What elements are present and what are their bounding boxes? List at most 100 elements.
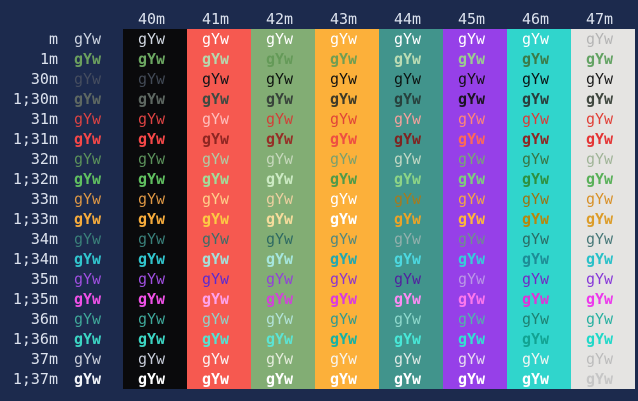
cell-1m-46m: gYw bbox=[507, 49, 571, 69]
cell-36m-45m: gYw bbox=[443, 309, 507, 329]
cell-1-36m-46m: gYw bbox=[507, 329, 571, 349]
column-header-41m: 41m bbox=[201, 10, 230, 28]
cell-34m-43m: gYw bbox=[315, 229, 379, 249]
cell-1-31m-47m: gYw bbox=[571, 129, 635, 149]
row-label-1-31m: 1;31m bbox=[12, 130, 58, 148]
cell-1m-40m: gYw bbox=[123, 49, 187, 69]
cell-33m-46m: gYw bbox=[507, 189, 571, 209]
cell-1-36m-40m: gYw bbox=[123, 329, 187, 349]
row-label-1-33m: 1;33m bbox=[12, 210, 58, 228]
row-label-34m: 34m bbox=[30, 230, 58, 248]
cell-32m-47m: gYw bbox=[571, 149, 635, 169]
cell-35m-46m: gYw bbox=[507, 269, 571, 289]
cell-30m-47m: gYw bbox=[571, 69, 635, 89]
cell-m-default: gYw bbox=[73, 30, 102, 48]
cell-31m-42m: gYw bbox=[251, 109, 315, 129]
cell-37m-default: gYw bbox=[73, 350, 102, 368]
cell-33m-44m: gYw bbox=[379, 189, 443, 209]
cell-1-34m-45m: gYw bbox=[443, 249, 507, 269]
cell-34m-default: gYw bbox=[73, 230, 102, 248]
cell-m-44m: gYw bbox=[379, 29, 443, 49]
cell-1-31m-40m: gYw bbox=[123, 129, 187, 149]
cell-m-46m: gYw bbox=[507, 29, 571, 49]
cell-1-30m-42m: gYw bbox=[251, 89, 315, 109]
column-header-45m: 45m bbox=[457, 10, 486, 28]
column-header-46m: 46m bbox=[521, 10, 550, 28]
cell-1-37m-40m: gYw bbox=[123, 369, 187, 389]
cell-31m-45m: gYw bbox=[443, 109, 507, 129]
cell-1-36m-45m: gYw bbox=[443, 329, 507, 349]
cell-35m-40m: gYw bbox=[123, 269, 187, 289]
cell-33m-43m: gYw bbox=[315, 189, 379, 209]
row-label-36m: 36m bbox=[30, 310, 58, 328]
cell-1-36m-44m: gYw bbox=[379, 329, 443, 349]
cell-1-34m-40m: gYw bbox=[123, 249, 187, 269]
row-label-1-32m: 1;32m bbox=[12, 170, 58, 188]
row-label-m: m bbox=[48, 30, 58, 48]
cell-36m-44m: gYw bbox=[379, 309, 443, 329]
cell-37m-44m: gYw bbox=[379, 349, 443, 369]
cell-1m-47m: gYw bbox=[571, 49, 635, 69]
cell-36m-default: gYw bbox=[73, 310, 102, 328]
cell-33m-45m: gYw bbox=[443, 189, 507, 209]
cell-1-34m-42m: gYw bbox=[251, 249, 315, 269]
cell-m-45m: gYw bbox=[443, 29, 507, 49]
cell-30m-46m: gYw bbox=[507, 69, 571, 89]
cell-36m-42m: gYw bbox=[251, 309, 315, 329]
cell-1-31m-44m: gYw bbox=[379, 129, 443, 149]
cell-m-43m: gYw bbox=[315, 29, 379, 49]
row-label-32m: 32m bbox=[30, 150, 58, 168]
cell-1-31m-42m: gYw bbox=[251, 129, 315, 149]
cell-1-33m-41m: gYw bbox=[187, 209, 251, 229]
cell-34m-47m: gYw bbox=[571, 229, 635, 249]
cell-36m-41m: gYw bbox=[187, 309, 251, 329]
cell-1m-41m: gYw bbox=[187, 49, 251, 69]
cell-1-33m-40m: gYw bbox=[123, 209, 187, 229]
cell-1-36m-43m: gYw bbox=[315, 329, 379, 349]
cell-1-32m-42m: gYw bbox=[251, 169, 315, 189]
cell-31m-46m: gYw bbox=[507, 109, 571, 129]
cell-35m-45m: gYw bbox=[443, 269, 507, 289]
cell-1-35m-47m: gYw bbox=[571, 289, 635, 309]
cell-31m-43m: gYw bbox=[315, 109, 379, 129]
cell-1-33m-44m: gYw bbox=[379, 209, 443, 229]
cell-34m-40m: gYw bbox=[123, 229, 187, 249]
cell-1-31m-45m: gYw bbox=[443, 129, 507, 149]
ansi-color-grid: 40m 41m 42m 43m 44m 45m 46m 47m m gYw gYw gYw gYw gYw… bbox=[0, 10, 635, 389]
cell-1-34m-default: gYw bbox=[73, 250, 102, 268]
cell-m-42m: gYw bbox=[251, 29, 315, 49]
cell-33m-default: gYw bbox=[73, 190, 102, 208]
cell-37m-42m: gYw bbox=[251, 349, 315, 369]
cell-1-33m-45m: gYw bbox=[443, 209, 507, 229]
cell-1-37m-default: gYw bbox=[73, 370, 102, 388]
cell-1-32m-46m: gYw bbox=[507, 169, 571, 189]
cell-36m-43m: gYw bbox=[315, 309, 379, 329]
cell-1-30m-43m: gYw bbox=[315, 89, 379, 109]
row-label-35m: 35m bbox=[30, 270, 58, 288]
cell-1-30m-41m: gYw bbox=[187, 89, 251, 109]
cell-1-34m-46m: gYw bbox=[507, 249, 571, 269]
column-header-42m: 42m bbox=[265, 10, 294, 28]
cell-32m-40m: gYw bbox=[123, 149, 187, 169]
cell-1-35m-40m: gYw bbox=[123, 289, 187, 309]
cell-33m-40m: gYw bbox=[123, 189, 187, 209]
cell-36m-40m: gYw bbox=[123, 309, 187, 329]
cell-1-36m-41m: gYw bbox=[187, 329, 251, 349]
cell-1-30m-40m: gYw bbox=[123, 89, 187, 109]
row-label-1-37m: 1;37m bbox=[12, 370, 58, 388]
cell-32m-41m: gYw bbox=[187, 149, 251, 169]
cell-1-31m-46m: gYw bbox=[507, 129, 571, 149]
row-label-1-35m: 1;35m bbox=[12, 290, 58, 308]
cell-1m-43m: gYw bbox=[315, 49, 379, 69]
cell-1-32m-40m: gYw bbox=[123, 169, 187, 189]
cell-1-30m-default: gYw bbox=[73, 90, 102, 108]
cell-32m-default: gYw bbox=[73, 150, 102, 168]
cell-31m-40m: gYw bbox=[123, 109, 187, 129]
cell-1m-default: gYw bbox=[73, 50, 102, 68]
cell-31m-44m: gYw bbox=[379, 109, 443, 129]
cell-36m-47m: gYw bbox=[571, 309, 635, 329]
cell-30m-40m: gYw bbox=[123, 69, 187, 89]
row-label-31m: 31m bbox=[30, 110, 58, 128]
cell-1-36m-default: gYw bbox=[73, 330, 102, 348]
